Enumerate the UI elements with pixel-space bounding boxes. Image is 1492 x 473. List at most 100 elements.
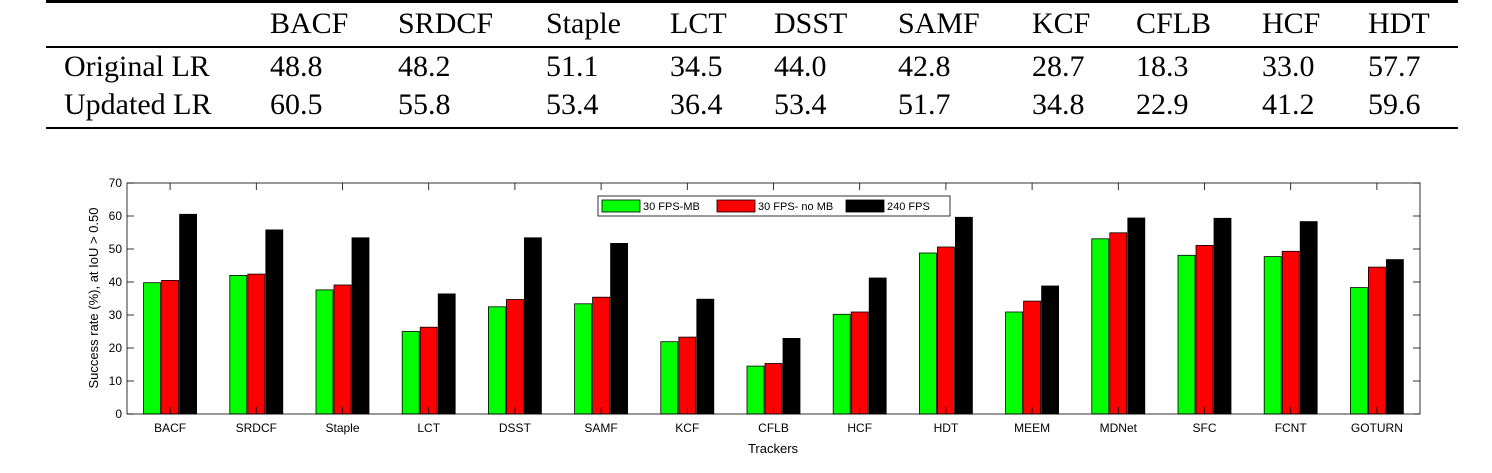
bar bbox=[1127, 217, 1146, 415]
bar bbox=[1023, 300, 1041, 415]
x-axis-label: Trackers bbox=[748, 441, 799, 456]
table-header-cell: LCT bbox=[670, 7, 727, 40]
bar bbox=[1350, 287, 1368, 415]
table-cell: 51.1 bbox=[546, 50, 599, 83]
bar bbox=[505, 299, 524, 415]
x-tick-label: SFC bbox=[1193, 421, 1217, 435]
table-mid-rule bbox=[46, 46, 1458, 48]
bar bbox=[524, 237, 542, 415]
y-tick-label: 30 bbox=[109, 308, 123, 322]
x-tick-label: Staple bbox=[325, 421, 359, 435]
bar bbox=[764, 363, 783, 415]
bar bbox=[437, 293, 456, 415]
table-header-cell: CFLB bbox=[1136, 7, 1212, 40]
table-cell: 60.5 bbox=[270, 88, 323, 121]
x-tick-label: CFLB bbox=[758, 421, 789, 435]
table-cell: 34.5 bbox=[670, 50, 723, 83]
y-tick-label: 40 bbox=[109, 275, 123, 289]
table-cell: 22.9 bbox=[1136, 88, 1189, 121]
table-header-cell: SRDCF bbox=[398, 7, 494, 40]
bar bbox=[247, 273, 266, 415]
bar bbox=[746, 365, 765, 415]
x-tick-label: MEEM bbox=[1014, 421, 1050, 435]
table-cell: 53.4 bbox=[774, 88, 827, 121]
bar bbox=[955, 216, 973, 415]
legend-swatch bbox=[716, 199, 756, 213]
x-tick-label: SRDCF bbox=[236, 421, 277, 435]
bar bbox=[419, 326, 438, 415]
bar bbox=[610, 242, 628, 415]
table-cell: 55.8 bbox=[398, 88, 451, 121]
bar bbox=[782, 337, 801, 415]
bar bbox=[678, 336, 697, 415]
x-tick-label: HCF bbox=[847, 421, 872, 435]
x-tick-label: GOTURN bbox=[1351, 421, 1403, 435]
bar bbox=[850, 311, 869, 415]
table-cell: 44.0 bbox=[774, 50, 827, 83]
table-cell: 42.8 bbox=[898, 50, 951, 83]
table-cell: 53.4 bbox=[546, 88, 599, 121]
x-tick-label: BACF bbox=[154, 421, 186, 435]
table-header-cell: DSST bbox=[774, 7, 848, 40]
table-header-cell: HDT bbox=[1368, 7, 1430, 40]
legend-label: 30 FPS- no MB bbox=[758, 201, 833, 213]
bar bbox=[1195, 244, 1214, 415]
y-tick-label: 70 bbox=[109, 176, 123, 190]
table-row-label: Original LR bbox=[64, 50, 210, 83]
ticks-layer: 0 10 20 30 40 50 60 70 BACF SRDCF Staple LCT DSST SAM… bbox=[109, 176, 1420, 435]
y-axis-label: Success rate (%), at IoU > 0.50 bbox=[86, 208, 101, 389]
bar bbox=[919, 252, 937, 415]
table-cell: 36.4 bbox=[670, 88, 723, 121]
x-tick-label: SAMF bbox=[584, 421, 617, 435]
table-cell: 33.0 bbox=[1262, 50, 1315, 83]
x-tick-label: DSST bbox=[499, 421, 532, 435]
table-header-cell: KCF bbox=[1032, 7, 1091, 40]
x-tick-label: MDNet bbox=[1100, 421, 1138, 435]
table-top-rule bbox=[46, 0, 1458, 3]
y-tick-label: 0 bbox=[115, 407, 122, 421]
legend-label: 240 FPS bbox=[887, 201, 930, 213]
bar bbox=[868, 277, 887, 415]
bar bbox=[161, 279, 180, 415]
table-cell: 28.7 bbox=[1032, 50, 1085, 83]
legend-swatch bbox=[845, 199, 885, 213]
table-cell: 48.8 bbox=[270, 50, 323, 83]
table-header-cell: Staple bbox=[546, 7, 621, 40]
x-tick-label: FCNT bbox=[1275, 421, 1308, 435]
bar bbox=[487, 306, 506, 415]
bar bbox=[696, 298, 715, 415]
x-tick-label: KCF bbox=[675, 421, 699, 435]
bar bbox=[1177, 254, 1196, 415]
bar bbox=[265, 229, 284, 415]
table-cell: 59.6 bbox=[1368, 88, 1421, 121]
bar bbox=[1299, 221, 1318, 415]
x-tick-label: HDT bbox=[934, 421, 959, 435]
bar bbox=[937, 246, 955, 415]
bar bbox=[832, 313, 851, 415]
y-tick-label: 20 bbox=[109, 341, 123, 355]
legend: 30 FPS-MB 30 FPS- no MB 240 FPS bbox=[597, 195, 951, 217]
bar bbox=[1005, 311, 1023, 415]
table-header-cell: BACF bbox=[270, 7, 349, 40]
bar bbox=[333, 284, 352, 415]
bar bbox=[1386, 259, 1404, 415]
table-cell: 51.7 bbox=[898, 88, 951, 121]
bar bbox=[1368, 266, 1386, 415]
table-cell: 34.8 bbox=[1032, 88, 1085, 121]
table-header-cell: SAMF bbox=[898, 7, 980, 40]
y-tick-label: 60 bbox=[109, 209, 123, 223]
table-row-label: Updated LR bbox=[64, 88, 212, 121]
y-tick-label: 50 bbox=[109, 242, 123, 256]
bar bbox=[401, 331, 420, 415]
table-cell: 48.2 bbox=[398, 50, 451, 83]
table-cell: 18.3 bbox=[1136, 50, 1189, 83]
bar bbox=[1213, 217, 1232, 415]
bar bbox=[1281, 250, 1300, 415]
bar bbox=[1263, 256, 1282, 415]
bar bbox=[574, 303, 592, 415]
legend-label: 30 FPS-MB bbox=[643, 201, 700, 213]
bar bbox=[1091, 238, 1110, 415]
bar bbox=[143, 282, 162, 415]
bar bbox=[1109, 232, 1128, 415]
